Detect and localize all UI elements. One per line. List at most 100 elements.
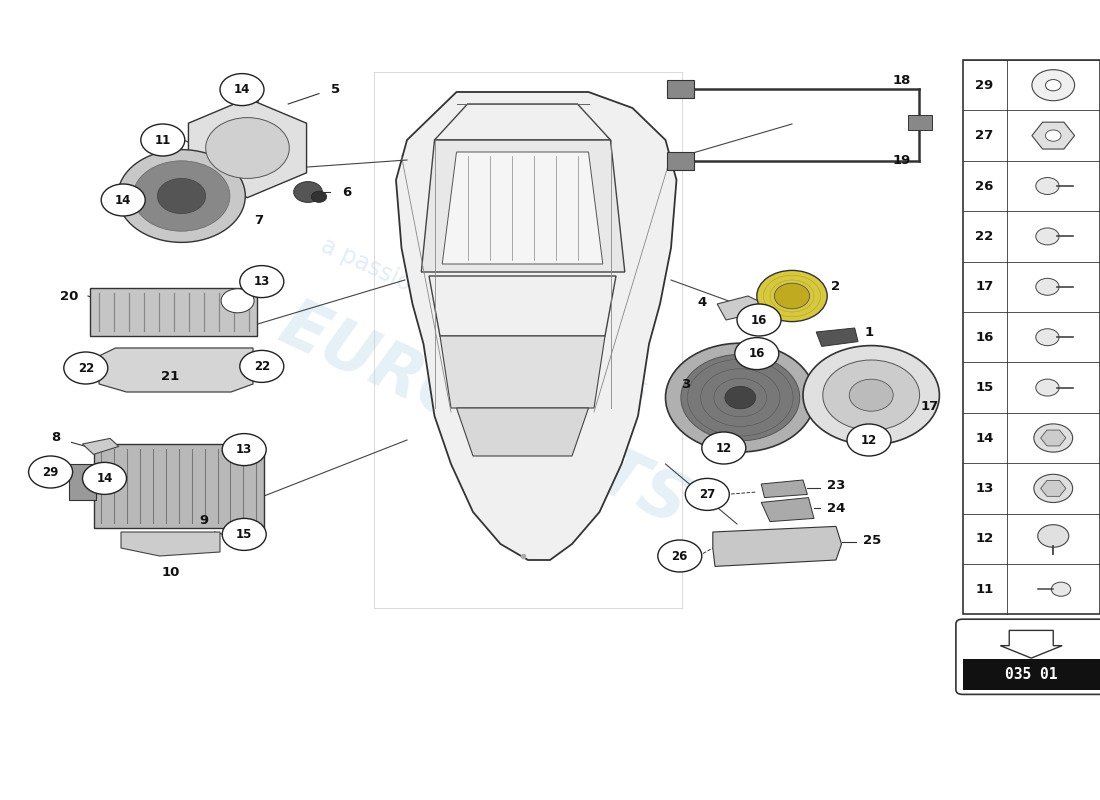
Text: 1: 1 — [865, 326, 873, 338]
Circle shape — [1034, 424, 1072, 452]
Circle shape — [118, 150, 245, 242]
Circle shape — [294, 182, 322, 202]
Circle shape — [735, 338, 779, 370]
Text: 25: 25 — [864, 534, 881, 546]
Circle shape — [702, 432, 746, 464]
Circle shape — [666, 343, 815, 452]
Circle shape — [803, 346, 939, 445]
Text: 24: 24 — [827, 502, 845, 514]
Circle shape — [1036, 178, 1059, 194]
Text: 12: 12 — [861, 434, 877, 446]
Text: 9: 9 — [199, 514, 208, 526]
Text: 3: 3 — [681, 378, 690, 390]
Text: 15: 15 — [976, 381, 993, 394]
Text: 18: 18 — [893, 74, 911, 86]
Text: 27: 27 — [976, 129, 993, 142]
Circle shape — [101, 184, 145, 216]
Text: 21: 21 — [162, 370, 179, 382]
Bar — [90, 288, 257, 336]
Circle shape — [1034, 474, 1072, 502]
Bar — [908, 115, 932, 130]
Text: 14: 14 — [976, 431, 993, 445]
Polygon shape — [717, 296, 761, 320]
Text: 26: 26 — [672, 550, 688, 562]
Text: 14: 14 — [234, 83, 250, 96]
Polygon shape — [440, 336, 605, 408]
Text: 11: 11 — [155, 134, 170, 146]
Polygon shape — [713, 526, 842, 566]
Circle shape — [725, 386, 756, 409]
Bar — [667, 80, 694, 98]
Text: 4: 4 — [697, 296, 706, 309]
Text: 16: 16 — [749, 347, 764, 360]
Text: 22: 22 — [78, 362, 94, 374]
Text: 6: 6 — [342, 186, 351, 198]
Circle shape — [774, 283, 810, 309]
Circle shape — [1032, 70, 1075, 101]
Circle shape — [658, 540, 702, 572]
Circle shape — [311, 191, 327, 202]
Circle shape — [681, 354, 800, 441]
Text: 20: 20 — [60, 290, 78, 302]
Text: 12: 12 — [976, 532, 993, 546]
Circle shape — [1036, 278, 1059, 295]
Bar — [69, 464, 96, 500]
Circle shape — [222, 518, 266, 550]
Text: 23: 23 — [827, 479, 845, 492]
Text: 11: 11 — [976, 582, 993, 596]
Text: 19: 19 — [893, 154, 911, 166]
Bar — [667, 152, 694, 170]
Circle shape — [206, 118, 289, 178]
Polygon shape — [396, 92, 676, 560]
Polygon shape — [188, 98, 307, 198]
Circle shape — [1052, 582, 1070, 596]
Text: 26: 26 — [976, 179, 993, 193]
Polygon shape — [456, 408, 588, 456]
Circle shape — [133, 161, 230, 231]
Circle shape — [685, 478, 729, 510]
Polygon shape — [761, 480, 807, 498]
Bar — [962, 659, 1100, 690]
Bar — [962, 60, 1100, 614]
Polygon shape — [1041, 481, 1066, 496]
Circle shape — [1036, 329, 1059, 346]
Polygon shape — [816, 328, 858, 346]
Polygon shape — [1032, 122, 1075, 149]
Polygon shape — [82, 438, 119, 454]
Circle shape — [29, 456, 73, 488]
Text: 035 01: 035 01 — [1005, 667, 1057, 682]
Circle shape — [1036, 228, 1059, 245]
Text: 14: 14 — [116, 194, 131, 206]
Text: 7: 7 — [254, 214, 263, 226]
Circle shape — [823, 360, 920, 430]
Text: 15: 15 — [236, 528, 252, 541]
Circle shape — [240, 350, 284, 382]
Text: 27: 27 — [700, 488, 715, 501]
Bar — [94, 444, 264, 528]
Text: 17: 17 — [976, 280, 993, 294]
Circle shape — [82, 462, 126, 494]
Polygon shape — [121, 532, 220, 556]
Circle shape — [240, 266, 284, 298]
Circle shape — [849, 379, 893, 411]
Text: 13: 13 — [254, 275, 270, 288]
Circle shape — [1037, 525, 1069, 547]
Polygon shape — [99, 348, 253, 392]
Text: 2: 2 — [832, 280, 840, 293]
Circle shape — [141, 124, 185, 156]
Polygon shape — [761, 498, 814, 522]
Circle shape — [757, 270, 827, 322]
FancyBboxPatch shape — [956, 619, 1100, 694]
Circle shape — [1045, 79, 1062, 91]
Text: 16: 16 — [976, 330, 993, 344]
Circle shape — [220, 74, 264, 106]
Circle shape — [1045, 130, 1062, 142]
Text: 22: 22 — [976, 230, 993, 243]
Text: EUROPARTS: EUROPARTS — [270, 292, 698, 540]
Polygon shape — [1000, 630, 1063, 658]
Text: 10: 10 — [162, 566, 179, 578]
Circle shape — [847, 424, 891, 456]
Text: a passion for parts since 1985: a passion for parts since 1985 — [317, 234, 651, 406]
Circle shape — [1036, 379, 1059, 396]
Text: 13: 13 — [976, 482, 993, 495]
